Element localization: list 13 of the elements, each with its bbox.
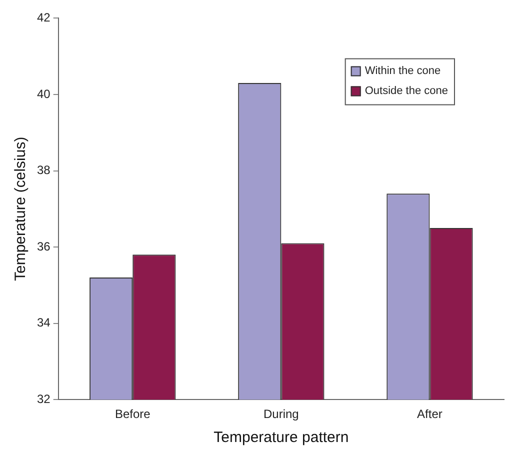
- x-tick-label: After: [417, 407, 442, 422]
- x-tick-label: Before: [114, 407, 151, 422]
- x-tick-label: During: [263, 407, 299, 422]
- y-tick-label: 32: [36, 392, 51, 406]
- y-tick-label: 40: [36, 86, 51, 101]
- y-tick-label: 34: [36, 316, 51, 330]
- y-tick-label: 38: [36, 163, 51, 178]
- legend-label: Outside the cone: [364, 85, 448, 98]
- y-axis-title: Temperature (celsius): [12, 136, 30, 282]
- y-tick-label: 36: [36, 239, 51, 254]
- y-tick-label: 42: [36, 10, 51, 25]
- x-axis-title: Temperature pattern: [214, 429, 349, 446]
- legend-label: Within the cone: [364, 65, 441, 78]
